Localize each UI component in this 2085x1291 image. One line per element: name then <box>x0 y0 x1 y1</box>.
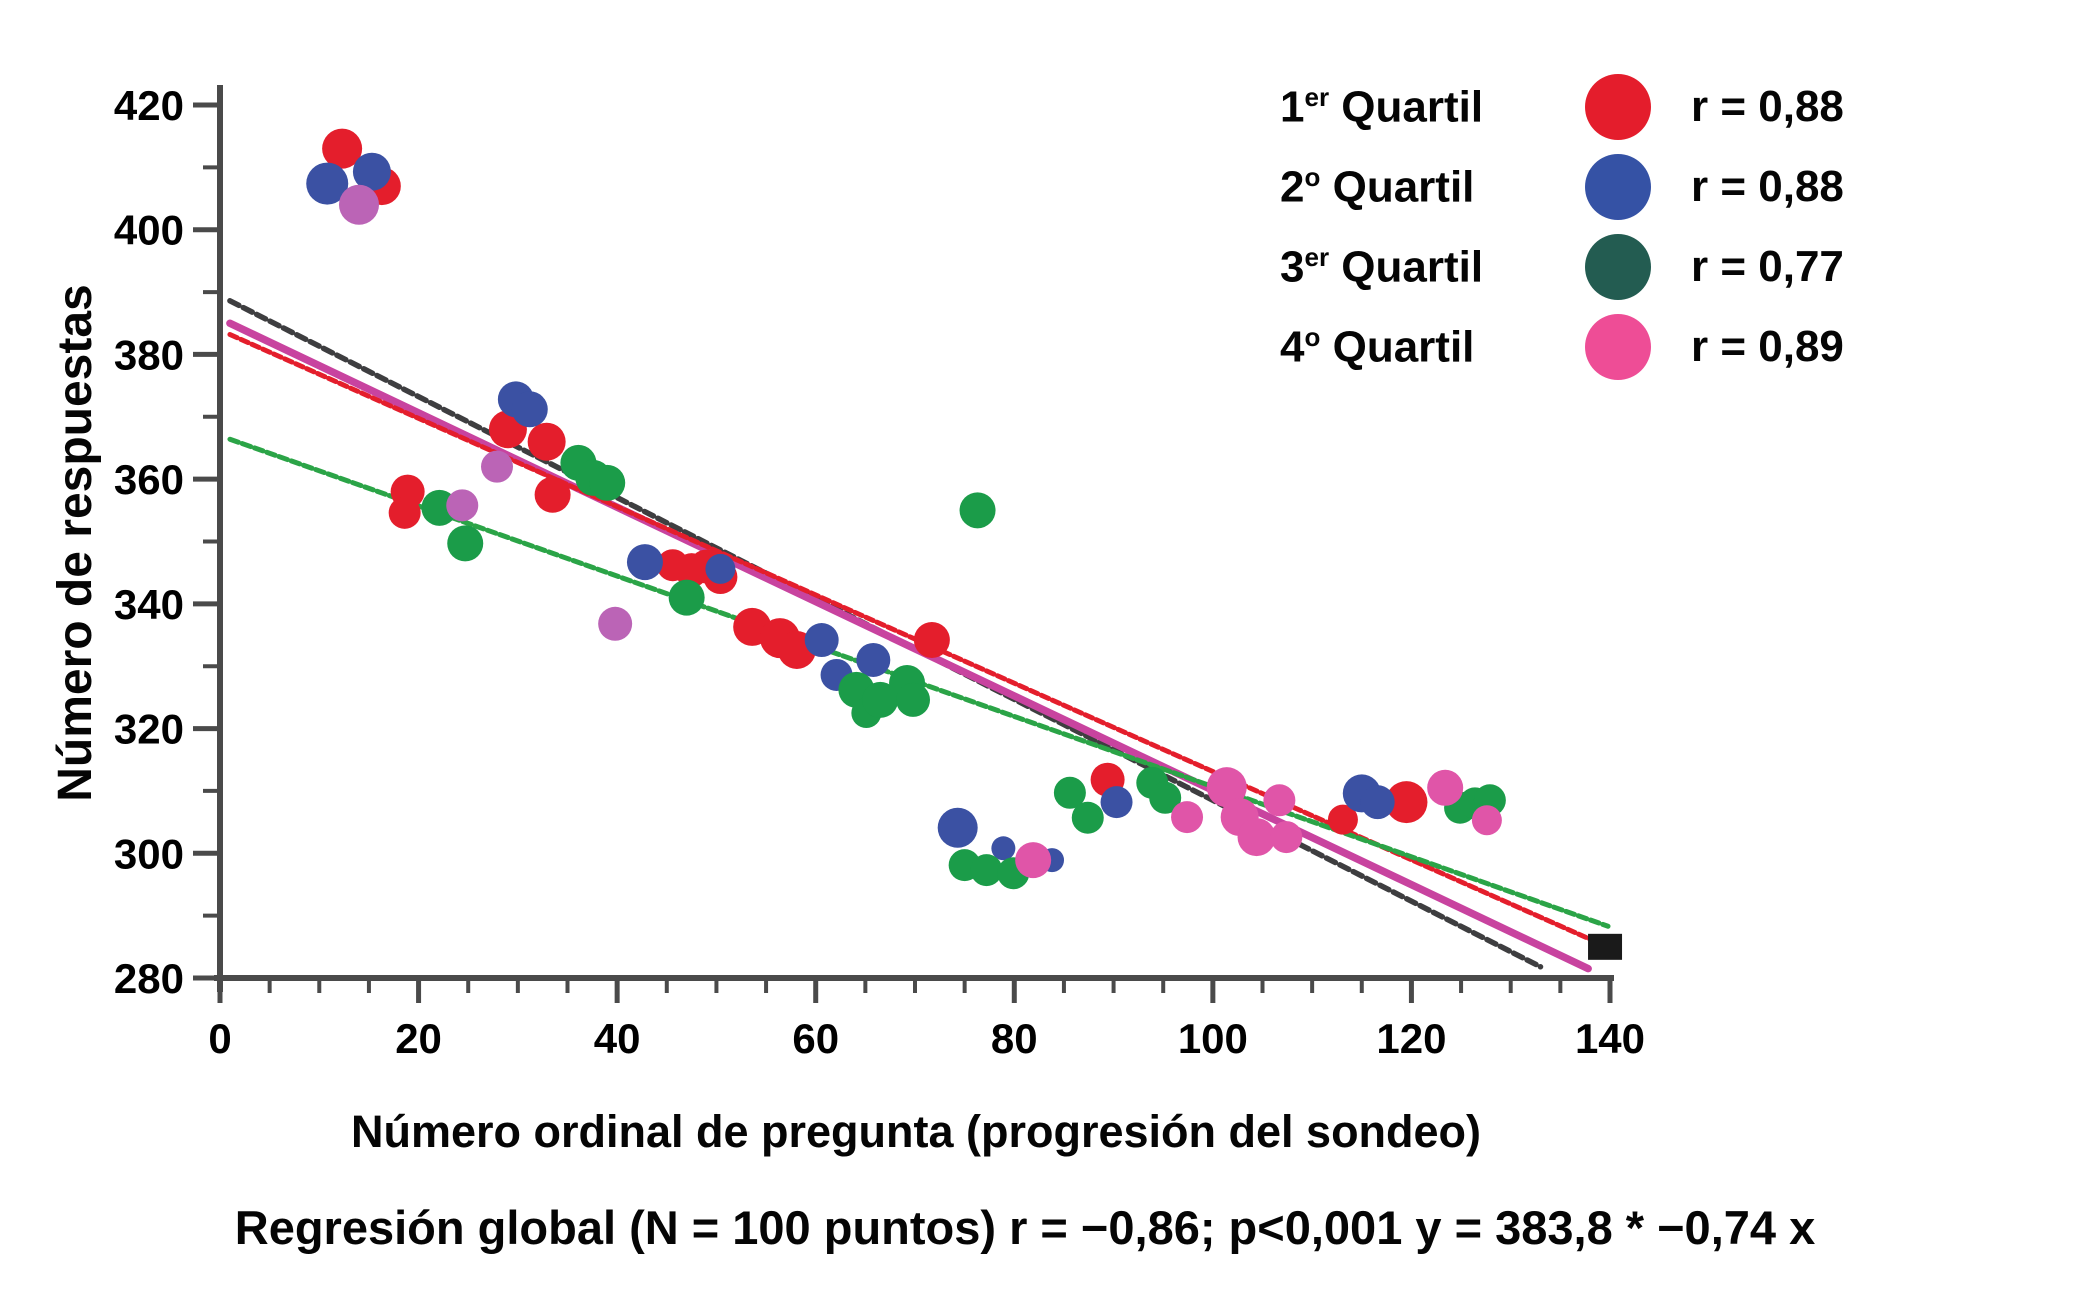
x-tick-label-120: 120 <box>1376 1015 1446 1062</box>
point-3erquartil <box>862 681 899 718</box>
x-tick-label-60: 60 <box>792 1015 839 1062</box>
y-tick-label-380: 380 <box>114 331 184 378</box>
point-2quartil <box>511 391 548 428</box>
point-3erquartil <box>447 525 484 562</box>
point-4quartil <box>1427 769 1464 806</box>
y-tick-label-280: 280 <box>114 955 184 1002</box>
point-3erquartil <box>1149 781 1182 814</box>
point-3erquartil <box>959 492 996 529</box>
point-2quartil <box>705 553 736 584</box>
legend-r-value: r = 0,77 <box>1691 242 1844 291</box>
point-1erquartil <box>388 496 421 529</box>
point-4quartil <box>1471 805 1502 836</box>
point-1erquartil <box>527 422 566 461</box>
point-1erquartil <box>913 622 950 659</box>
x-tick-label-80: 80 <box>991 1015 1038 1062</box>
x-tick-label-20: 20 <box>395 1015 442 1062</box>
y-tick-label-320: 320 <box>114 706 184 753</box>
point-2quartil <box>1100 786 1133 819</box>
point-1erquartil <box>1385 781 1428 824</box>
point-1erquartil <box>322 128 363 169</box>
point-2quartil <box>856 642 891 677</box>
legend-label: 2o Quartil <box>1280 161 1475 212</box>
point-4quartil <box>446 489 479 522</box>
point-2quartil <box>352 152 391 191</box>
global-regression-caption: Regresión global (N = 100 puntos) r = −0… <box>234 1201 1816 1254</box>
y-axis-title: Número de respuestas <box>49 284 102 802</box>
point-4quartil <box>1263 784 1296 817</box>
legend-swatch-circle <box>1585 234 1651 300</box>
x-tick-label-0: 0 <box>208 1015 231 1062</box>
point-2quartil <box>306 162 349 205</box>
legend-label: 1er Quartil <box>1280 81 1484 132</box>
y-tick-label-340: 340 <box>114 581 184 628</box>
point-3erquartil <box>668 579 705 616</box>
legend-swatch-circle <box>1585 314 1651 380</box>
x-axis-title: Número ordinal de pregunta (progresión d… <box>350 1106 1482 1157</box>
legend: 1er Quartil r = 0,88 2o Quartil r = 0,88 3er… <box>1280 67 1920 387</box>
legend-row-3: 3er Quartil r = 0,77 <box>1280 227 1920 307</box>
legend-label: 4o Quartil <box>1280 321 1475 372</box>
regression-line-2 <box>226 319 1592 973</box>
point-4quartil <box>1237 818 1276 857</box>
point-1erquartil <box>1327 804 1358 835</box>
point-2quartil <box>626 544 663 581</box>
legend-row-1: 1er Quartil r = 0,88 <box>1280 67 1920 147</box>
legend-r-value: r = 0,89 <box>1691 322 1844 371</box>
point-2quartil <box>937 807 978 848</box>
legend-label: 3er Quartil <box>1280 241 1484 292</box>
point-4quartil <box>481 450 514 483</box>
legend-swatch-circle <box>1585 74 1651 140</box>
legend-swatch-circle <box>1585 154 1651 220</box>
point-3erquartil <box>589 464 626 501</box>
point-2quartil <box>1360 785 1395 820</box>
legend-r-value: r = 0,88 <box>1691 82 1844 131</box>
point-4quartil <box>1171 801 1204 834</box>
x-tick-label-40: 40 <box>594 1015 641 1062</box>
point-4quartil <box>1015 842 1052 879</box>
point-2quartil <box>804 623 839 658</box>
legend-row-2: 2o Quartil r = 0,88 <box>1280 147 1920 227</box>
y-tick-label-420: 420 <box>114 82 184 129</box>
y-tick-label-400: 400 <box>114 207 184 254</box>
point-4quartil <box>598 606 633 641</box>
point-3erquartil <box>970 854 1003 887</box>
point-3erquartil <box>1071 801 1104 834</box>
y-tick-label-360: 360 <box>114 456 184 503</box>
x-tick-label-100: 100 <box>1178 1015 1248 1062</box>
point-2quartil <box>991 836 1016 861</box>
point-3erquartil <box>1053 776 1086 809</box>
point-4quartil <box>1270 821 1303 854</box>
x-tick-label-140: 140 <box>1575 1015 1645 1062</box>
point-3erquartil <box>896 682 931 717</box>
y-tick-label-300: 300 <box>114 830 184 877</box>
legend-row-4: 4o Quartil r = 0,89 <box>1280 307 1920 387</box>
point-4quartil <box>339 184 379 225</box>
end-marker <box>1588 933 1623 960</box>
point-4quartil <box>1206 767 1247 808</box>
legend-r-value: r = 0,88 <box>1691 162 1844 211</box>
point-1erquartil <box>534 476 571 513</box>
